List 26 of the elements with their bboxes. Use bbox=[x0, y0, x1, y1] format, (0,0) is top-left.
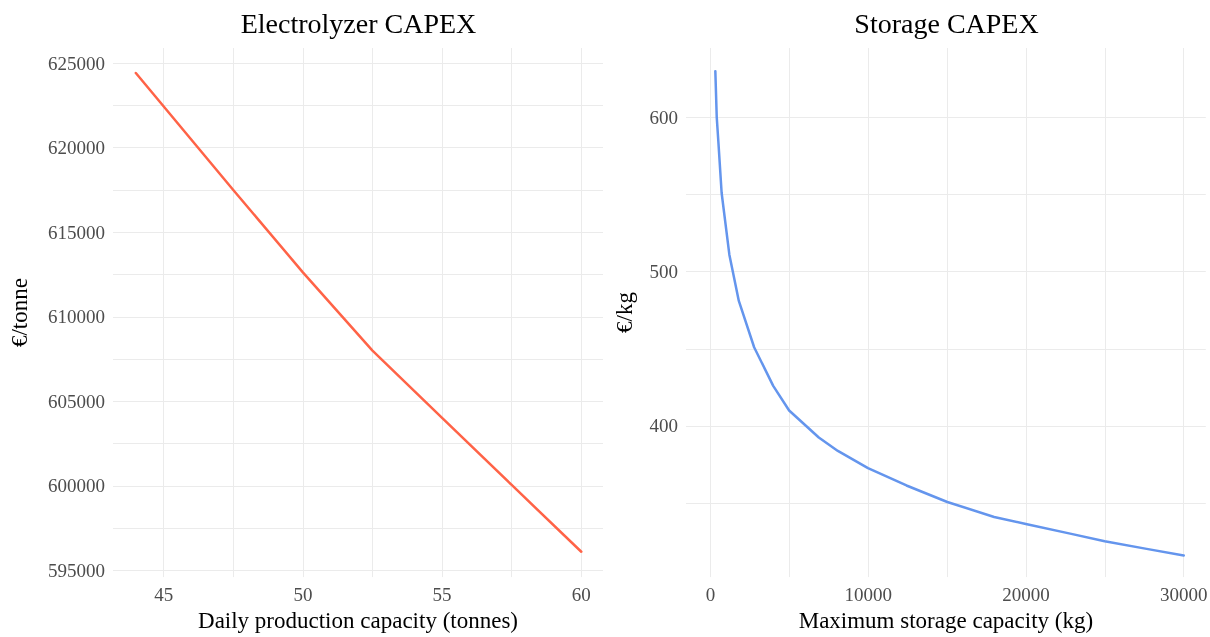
y-axis-title: €/kg bbox=[612, 291, 637, 333]
y-tick-label: 500 bbox=[649, 261, 678, 283]
chart-title: Electrolyzer CAPEX bbox=[240, 7, 477, 39]
x-tick-label: 20000 bbox=[1002, 584, 1050, 606]
chart-title: Storage CAPEX bbox=[854, 7, 1039, 39]
y-tick-label: 620000 bbox=[48, 137, 105, 159]
line-series bbox=[714, 69, 1185, 557]
x-tick-label: 30000 bbox=[1159, 584, 1208, 606]
x-axis-title: Daily production capacity (tonnes) bbox=[198, 608, 518, 633]
y-tick-label: 610000 bbox=[48, 306, 105, 328]
x-axis-title: Maximum storage capacity (kg) bbox=[798, 608, 1094, 633]
y-tick-label: 600 bbox=[649, 106, 678, 128]
y-tick-label: 615000 bbox=[48, 221, 105, 243]
y-tick-label: 625000 bbox=[48, 52, 105, 74]
line-series bbox=[134, 71, 583, 553]
x-tick-label: 10000 bbox=[844, 584, 893, 606]
y-axis-title: €/tonne bbox=[7, 278, 32, 348]
y-tick-label: 400 bbox=[649, 415, 678, 437]
x-tick-label: 0 bbox=[705, 584, 716, 606]
x-tick-label: 45 bbox=[154, 584, 174, 606]
y-tick-label: 595000 bbox=[48, 559, 105, 581]
y-tick-label: 605000 bbox=[48, 390, 105, 412]
x-tick-label: 50 bbox=[293, 584, 313, 606]
y-tick-label: 600000 bbox=[48, 475, 105, 497]
x-tick-label: 55 bbox=[432, 584, 452, 606]
x-tick-label: 60 bbox=[571, 584, 591, 606]
